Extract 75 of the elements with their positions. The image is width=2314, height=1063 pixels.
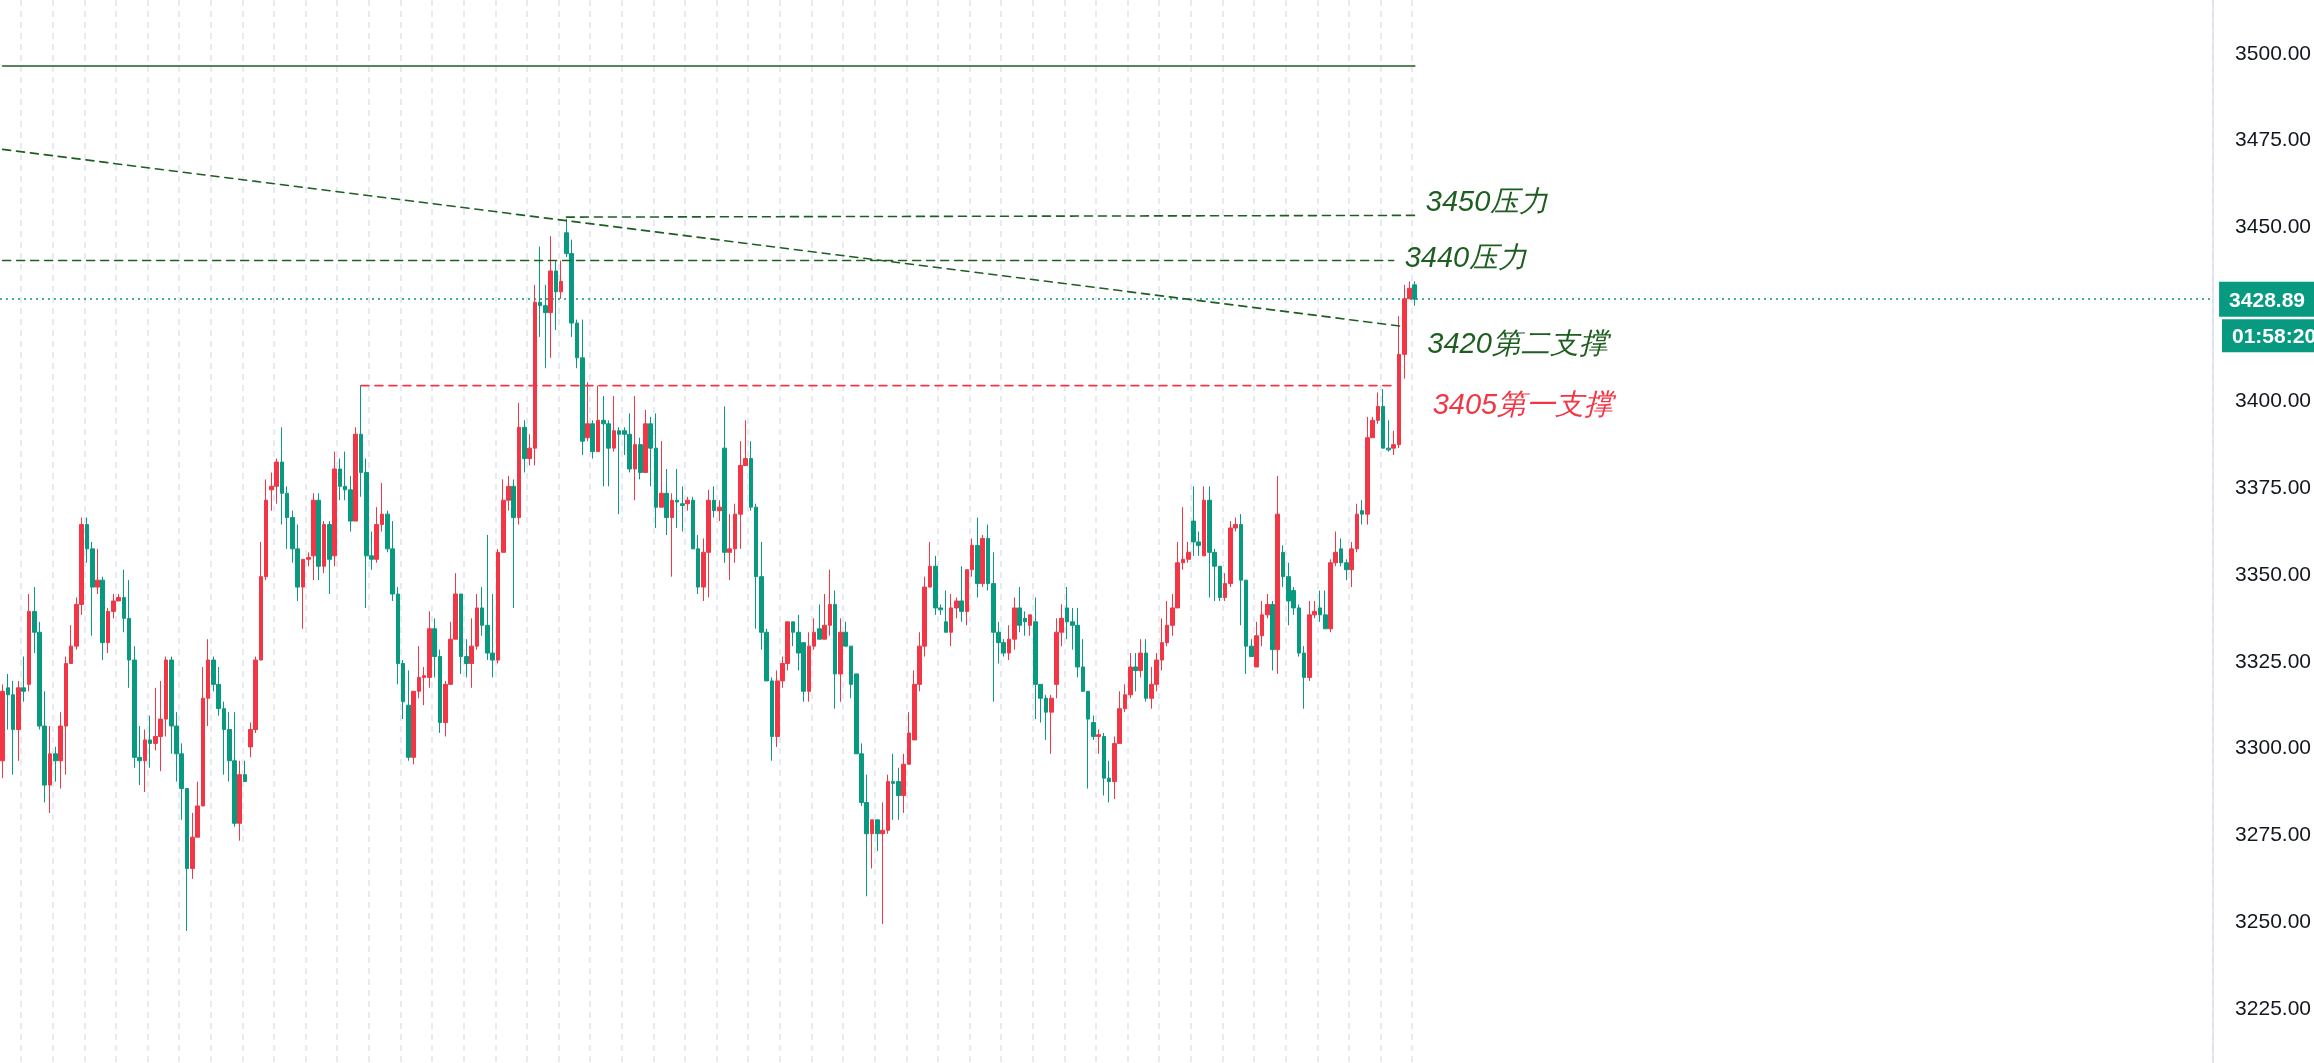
series-label: 3440压力 <box>1404 240 1528 273</box>
candlestick <box>612 395 616 453</box>
candlestick <box>327 520 332 595</box>
candlestick <box>1138 638 1143 678</box>
candlestick <box>833 590 837 710</box>
candlestick <box>522 419 527 473</box>
candlestick <box>959 565 964 623</box>
candlestick <box>143 729 147 793</box>
candlestick <box>633 395 637 501</box>
candlestick <box>838 617 843 703</box>
candlestick <box>722 405 727 564</box>
candlestick <box>596 385 600 453</box>
y-tick-label: 3275.00 <box>2235 822 2312 846</box>
candlestick <box>1028 614 1032 637</box>
candlestick <box>27 593 31 692</box>
candlestick <box>311 492 316 581</box>
y-tick-label: 3450.00 <box>2235 214 2312 238</box>
candlestick <box>353 426 358 522</box>
candlestick <box>559 260 563 300</box>
candlestick <box>659 440 664 508</box>
candlestick <box>638 437 643 480</box>
candlestick <box>243 760 247 783</box>
series-label: 3420第二支撑 <box>1427 326 1612 359</box>
candlestick <box>16 680 21 762</box>
y-tick-label: 3225.00 <box>2235 995 2312 1019</box>
candlestick <box>717 499 722 522</box>
candlestick <box>406 669 411 762</box>
candlestick <box>95 548 100 595</box>
candlestick <box>53 746 58 783</box>
candlestick <box>944 590 948 633</box>
candlestick <box>1144 638 1148 703</box>
candlestick <box>1275 475 1280 675</box>
candlestick <box>590 419 595 460</box>
candlestick <box>817 603 822 640</box>
candlestick <box>548 235 553 359</box>
candlestick <box>1270 600 1275 671</box>
candlestick <box>0 683 5 779</box>
y-tick-label: 3475.00 <box>2235 127 2312 151</box>
candlestick <box>685 496 690 512</box>
candlestick <box>664 468 669 536</box>
y-tick-label: 3375.00 <box>2235 474 2312 498</box>
candlestick <box>675 468 679 529</box>
candlestick <box>1049 694 1054 755</box>
y-tick-label: 3250.00 <box>2235 909 2312 933</box>
candlestick <box>1202 485 1206 557</box>
candlestick <box>517 402 521 526</box>
candlestick <box>332 451 337 567</box>
candlestick <box>511 478 516 609</box>
series-label: 3450压力 <box>1425 185 1549 218</box>
series-label: 3405第一支撑 <box>1432 387 1618 420</box>
candlestick <box>1096 729 1101 755</box>
candlestick <box>875 819 880 852</box>
ref-line-label: 3428.89 <box>2229 287 2306 311</box>
candlestick <box>975 517 980 598</box>
candlestick <box>712 485 716 519</box>
candlestick <box>1360 499 1364 526</box>
y-tick-label: 3300.00 <box>2235 735 2312 759</box>
candlestick <box>148 715 152 769</box>
candlestick <box>48 725 52 814</box>
candlestick <box>1133 652 1138 692</box>
y-tick-label: 3400.00 <box>2235 387 2312 411</box>
candlestick <box>1091 715 1096 741</box>
candlestick <box>870 819 874 869</box>
candlestick <box>980 534 985 588</box>
y-tick-label: 3350.00 <box>2235 561 2312 585</box>
candlestick <box>680 485 685 532</box>
candlestick <box>21 656 26 703</box>
candlestick <box>670 492 674 578</box>
y-tick-label: 3500.00 <box>2235 40 2312 64</box>
y-tick-label: 3325.00 <box>2235 648 2312 672</box>
candlestick <box>100 576 105 661</box>
candlestick <box>322 520 326 574</box>
candlestick <box>643 409 648 473</box>
candlestick <box>237 760 242 842</box>
candlestick <box>316 492 321 581</box>
